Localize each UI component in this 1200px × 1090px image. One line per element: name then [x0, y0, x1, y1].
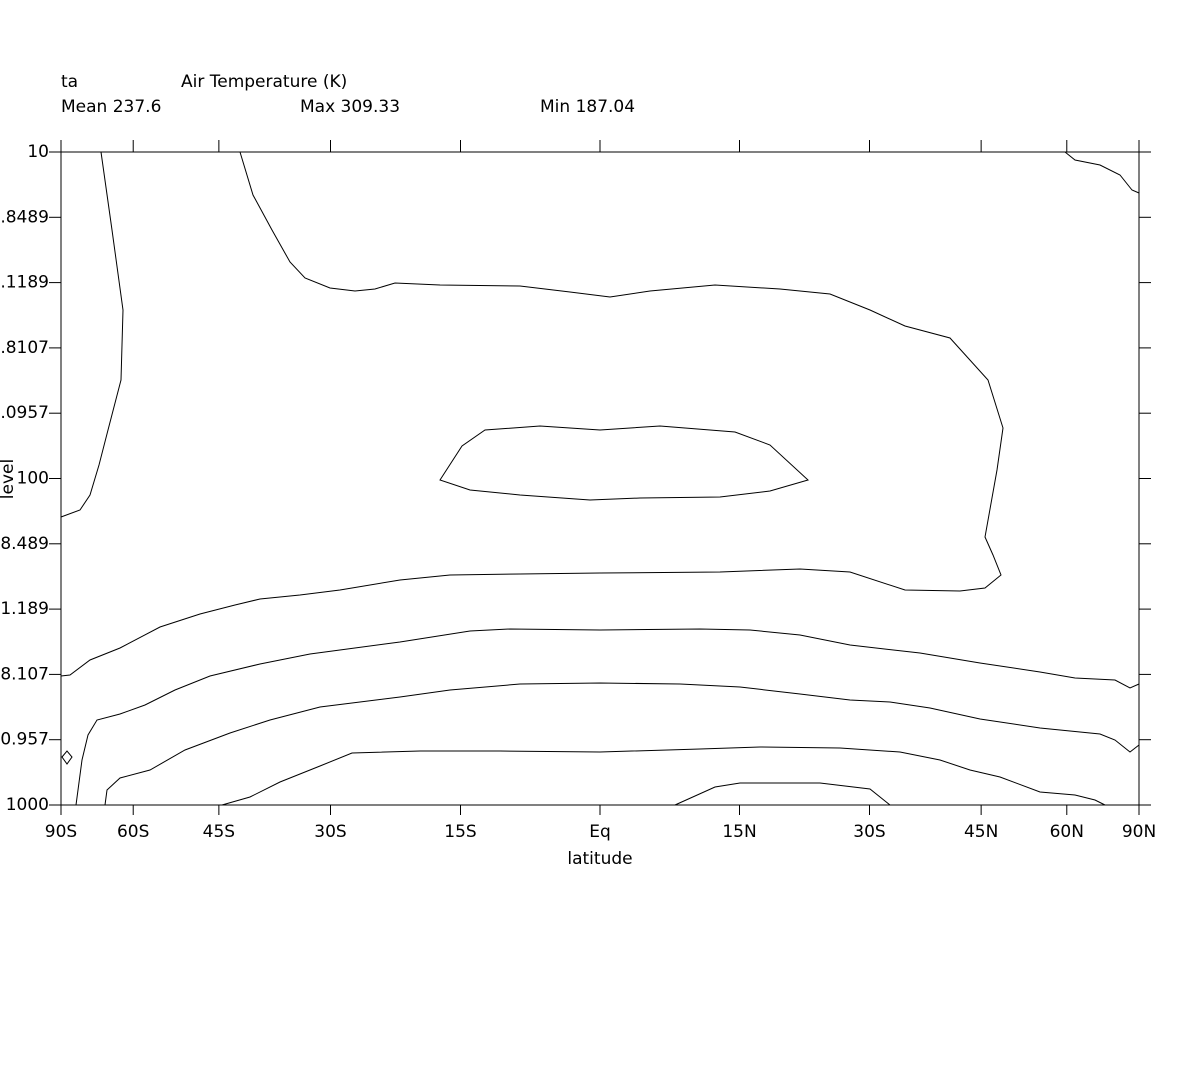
- x-tick-label: 30S: [314, 822, 346, 842]
- max-label: Max 309.33: [300, 97, 400, 117]
- y-tick-label: 398.107: [0, 664, 49, 684]
- x-tick-label: 60N: [1050, 822, 1084, 842]
- contour-line: [104, 682, 1140, 806]
- contours: [60, 151, 1140, 806]
- y-tick-label: 15.8489: [0, 207, 49, 227]
- y-axis-label: level: [0, 459, 18, 499]
- y-tick-label: 100: [17, 469, 49, 489]
- x-tick-label: Eq: [589, 822, 611, 842]
- contour-line: [221, 746, 1106, 806]
- contour-line: [75, 628, 1140, 806]
- y-tick-label: 10: [27, 142, 49, 162]
- mean-label: Mean 237.6: [61, 97, 161, 117]
- contour-line: [61, 750, 73, 765]
- variable-name: ta: [61, 72, 78, 92]
- contour-line: [439, 425, 809, 501]
- contour-line: [60, 151, 1004, 677]
- x-tick-label: 15N: [722, 822, 756, 842]
- x-tick-label: 45S: [203, 822, 235, 842]
- y-tick-label: 1000: [6, 795, 49, 815]
- x-tick-label: 60S: [117, 822, 149, 842]
- x-tick-label: 45N: [964, 822, 998, 842]
- x-tick-label: 90N: [1122, 822, 1156, 842]
- y-tick-label: 25.1189: [0, 273, 49, 293]
- x-tick-label: 15S: [444, 822, 476, 842]
- y-tick-label: 158.489: [0, 534, 49, 554]
- contour-line: [674, 782, 891, 806]
- min-label: Min 187.04: [540, 97, 635, 117]
- plot-frame: [60, 151, 1140, 806]
- y-tick-label: 63.0957: [0, 403, 49, 423]
- contour-line: [1064, 151, 1140, 194]
- x-tick-label: 30S: [853, 822, 885, 842]
- y-tick-label: 251.189: [0, 599, 49, 619]
- x-tick-label: 90S: [45, 822, 77, 842]
- y-tick-label: 630.957: [0, 730, 49, 750]
- y-tick-label: 39.8107: [0, 338, 49, 358]
- chart-title: Air Temperature (K): [181, 72, 347, 92]
- x-axis-label: latitude: [567, 849, 632, 869]
- contour-line: [60, 151, 124, 518]
